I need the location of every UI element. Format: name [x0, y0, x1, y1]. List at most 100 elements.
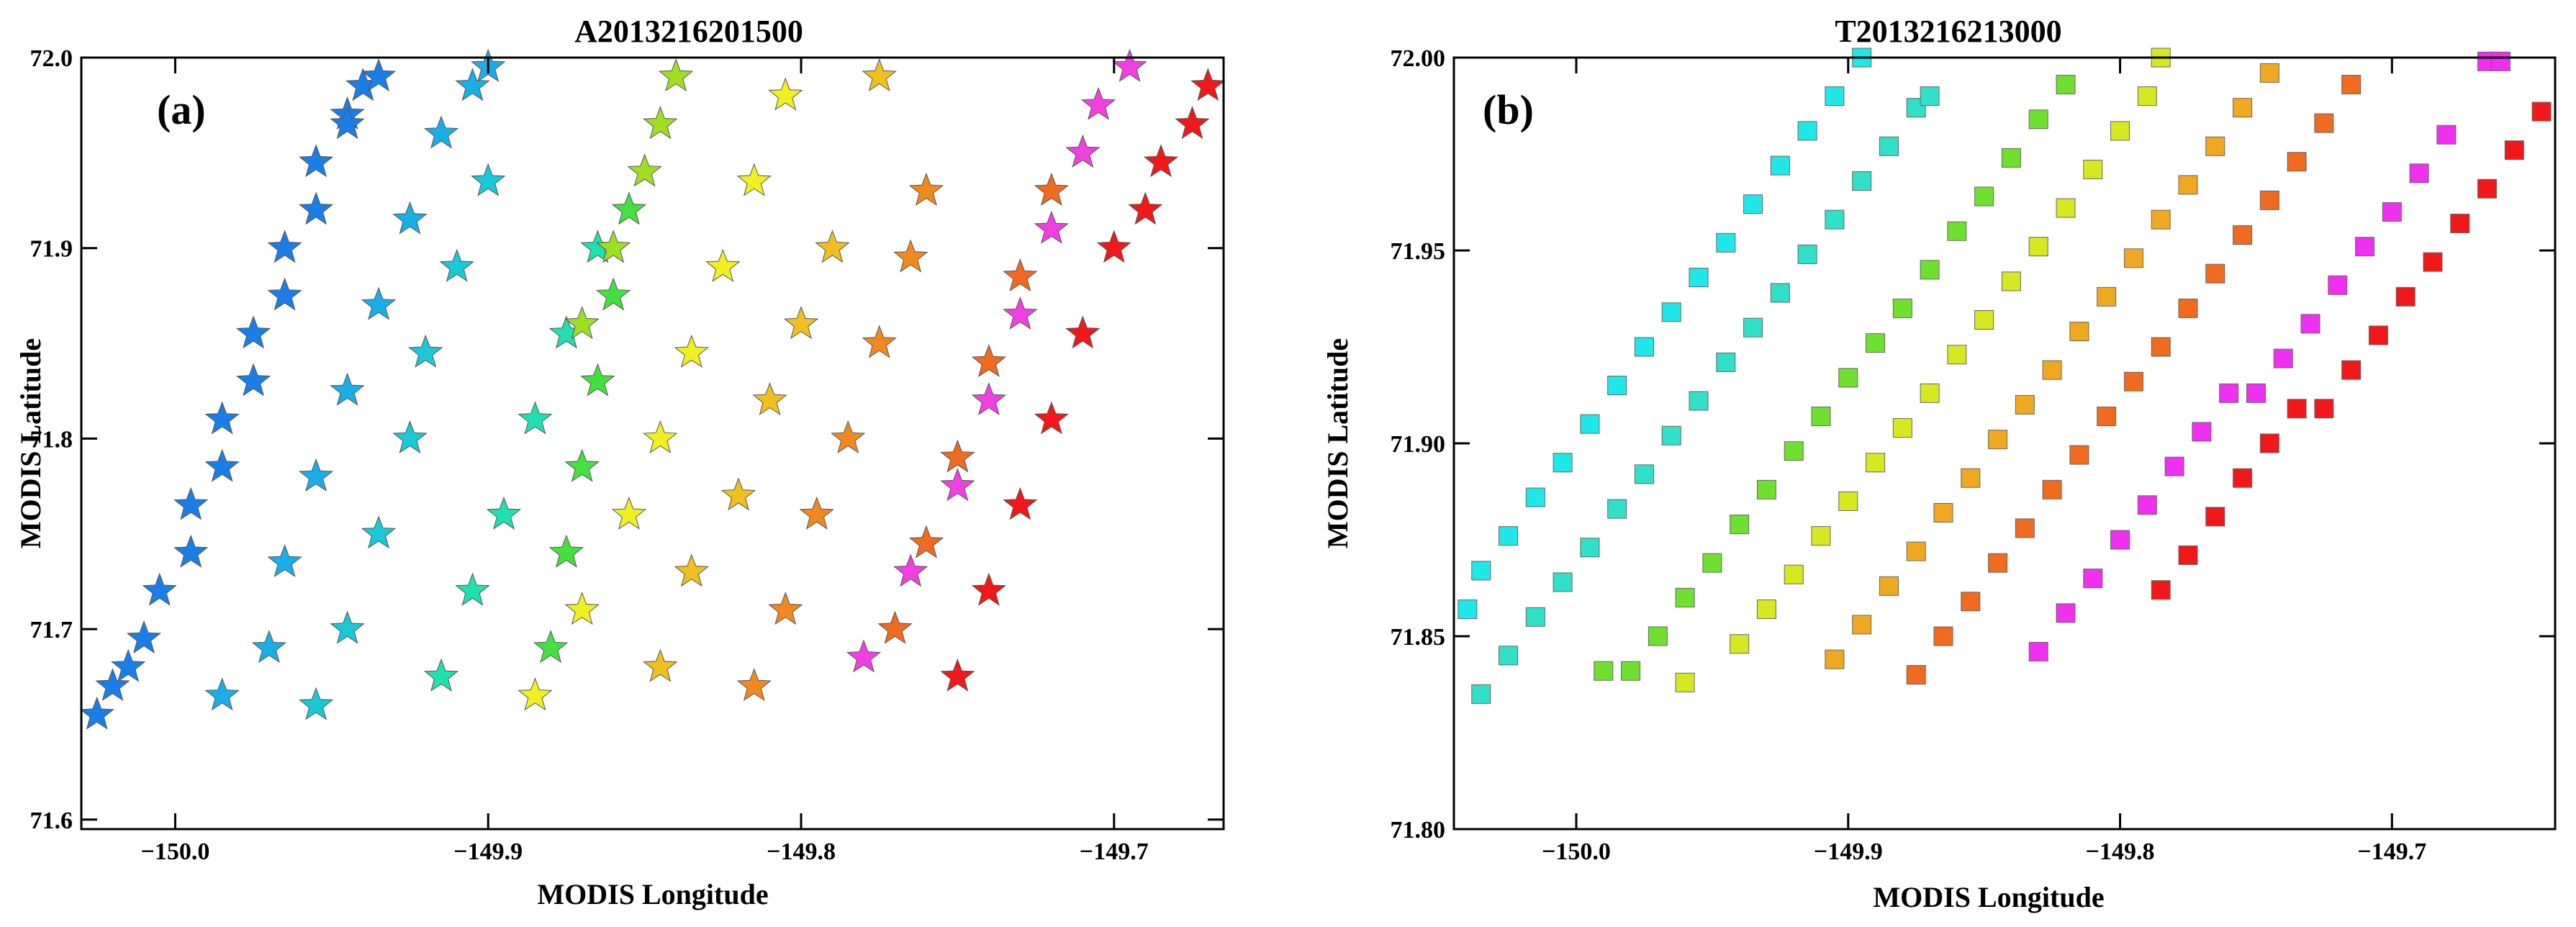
point-a-10-1 — [736, 668, 772, 702]
point-a-6-2 — [548, 534, 584, 568]
ytick-label-b-2: 71.85 — [1391, 624, 1446, 651]
point-b-3-8 — [1784, 441, 1804, 461]
series-b-2 — [1471, 86, 1940, 704]
point-a-8-8 — [768, 77, 803, 111]
point-a-5-1 — [423, 658, 459, 692]
point-b-4-8 — [1892, 418, 1912, 438]
point-b-2-3 — [1525, 607, 1545, 627]
series-a-10 — [736, 172, 944, 702]
point-b-8-5 — [2259, 433, 2279, 453]
xtick-label-a-1: −150.0 — [141, 838, 210, 865]
point-a-9-3 — [720, 477, 756, 511]
point-b-6-4 — [1988, 553, 2008, 573]
point-b-7-16 — [2436, 125, 2457, 145]
series-a-7 — [564, 58, 694, 340]
point-a-3-2 — [251, 630, 287, 664]
point-b-2-13 — [1797, 244, 1817, 264]
point-b-3-13 — [1920, 260, 1940, 280]
point-a-1-7 — [267, 230, 302, 263]
point-a-3-9 — [455, 68, 490, 101]
panel-b-label: (b) — [1483, 86, 1534, 133]
point-a-1-5 — [204, 401, 240, 435]
point-a-12-4 — [971, 381, 1007, 416]
point-a-2-4 — [204, 448, 240, 482]
point-b-7-15 — [2409, 163, 2429, 184]
point-a-8-2 — [564, 592, 600, 625]
point-b-4-9 — [1920, 383, 1940, 403]
series-b-7 — [2028, 51, 2511, 661]
series-b-3 — [1594, 75, 2076, 681]
point-a-9-2 — [674, 553, 710, 587]
point-b-1-14 — [1797, 121, 1817, 141]
point-b-3-4 — [1675, 587, 1695, 607]
point-a-13-2 — [971, 572, 1007, 606]
point-b-4-11 — [1974, 309, 1994, 330]
point-a-4-5 — [408, 334, 443, 368]
point-b-8-7 — [2314, 399, 2334, 419]
panel-a-axes: −150.0 −149.9 −149.8 −149.7 71.6 71.7 71.8 71.9… — [30, 45, 1224, 865]
point-b-4-16 — [2110, 121, 2130, 141]
point-b-8-9 — [2368, 325, 2388, 345]
point-b-7-18 — [2490, 51, 2511, 71]
point-b-8-2 — [2178, 545, 2198, 565]
point-a-12-7 — [1065, 134, 1101, 168]
ytick-label-b-1: 71.80 — [1391, 817, 1446, 844]
series-a-8 — [518, 77, 803, 711]
point-a-4-1 — [298, 687, 334, 720]
panel-b-marks — [1458, 48, 2552, 704]
point-b-7-10 — [2273, 348, 2293, 368]
point-b-6-8 — [2097, 406, 2117, 426]
panel-a: A2013216201500 −150.0 −149.9 −149.8 −149.7 7… — [14, 14, 1226, 910]
ytick-label-a-2: 71.7 — [30, 617, 73, 643]
point-a-10-2 — [768, 592, 803, 625]
point-a-12-6 — [1034, 210, 1070, 244]
panel-b-xlabel: MODIS Longitude — [1873, 881, 2104, 913]
point-b-8-3 — [2205, 507, 2225, 527]
point-b-2-9 — [1689, 391, 1709, 411]
point-a-9-1 — [643, 648, 678, 682]
point-a-3-7 — [392, 201, 428, 235]
series-a-11 — [877, 172, 1070, 644]
point-b-7-1 — [2028, 641, 2048, 661]
point-b-1-13 — [1770, 155, 1790, 176]
series-b-8 — [2151, 101, 2552, 600]
ytick-label-a-3: 71.8 — [30, 426, 73, 453]
xtick-label-a-3: −149.8 — [767, 838, 836, 865]
point-a-3-1 — [204, 677, 240, 711]
point-a-11-3 — [940, 439, 975, 473]
point-b-7-14 — [2382, 202, 2402, 222]
point-b-2-18 — [1920, 86, 1940, 107]
point-a-2-6 — [267, 277, 302, 311]
point-a-4-7 — [471, 163, 506, 196]
point-b-1-5 — [1553, 453, 1573, 473]
point-a-5-2 — [455, 572, 490, 606]
point-b-3-3 — [1648, 626, 1668, 646]
point-b-5-11 — [2097, 286, 2117, 307]
point-b-3-16 — [2001, 148, 2021, 168]
point-b-2-2 — [1499, 646, 1519, 666]
point-a-8-1 — [518, 677, 553, 711]
point-b-4-4 — [1784, 564, 1804, 584]
point-a-2-7 — [298, 191, 334, 225]
point-b-8-4 — [2233, 468, 2253, 488]
point-b-3-12 — [1892, 298, 1912, 318]
point-b-4-14 — [2056, 198, 2076, 218]
point-b-7-9 — [2246, 383, 2266, 403]
series-b-6 — [1906, 75, 2362, 685]
point-b-4-10 — [1947, 345, 1967, 365]
panel-a-title: A2013216201500 — [574, 14, 803, 49]
point-a-8-4 — [643, 420, 678, 453]
point-b-6-13 — [2233, 225, 2253, 245]
point-b-7-4 — [2110, 530, 2130, 550]
point-a-13-1 — [940, 658, 975, 692]
point-b-2-6 — [1607, 499, 1627, 519]
point-b-4-7 — [1866, 453, 1886, 473]
point-b-6-7 — [2069, 445, 2089, 465]
point-b-8-15 — [2531, 101, 2552, 122]
point-b-2-1 — [1471, 684, 1491, 704]
point-a-1-2 — [111, 648, 146, 682]
point-a-13-10 — [1190, 68, 1226, 101]
point-a-7-5 — [658, 58, 694, 92]
point-b-7-12 — [2328, 275, 2348, 295]
